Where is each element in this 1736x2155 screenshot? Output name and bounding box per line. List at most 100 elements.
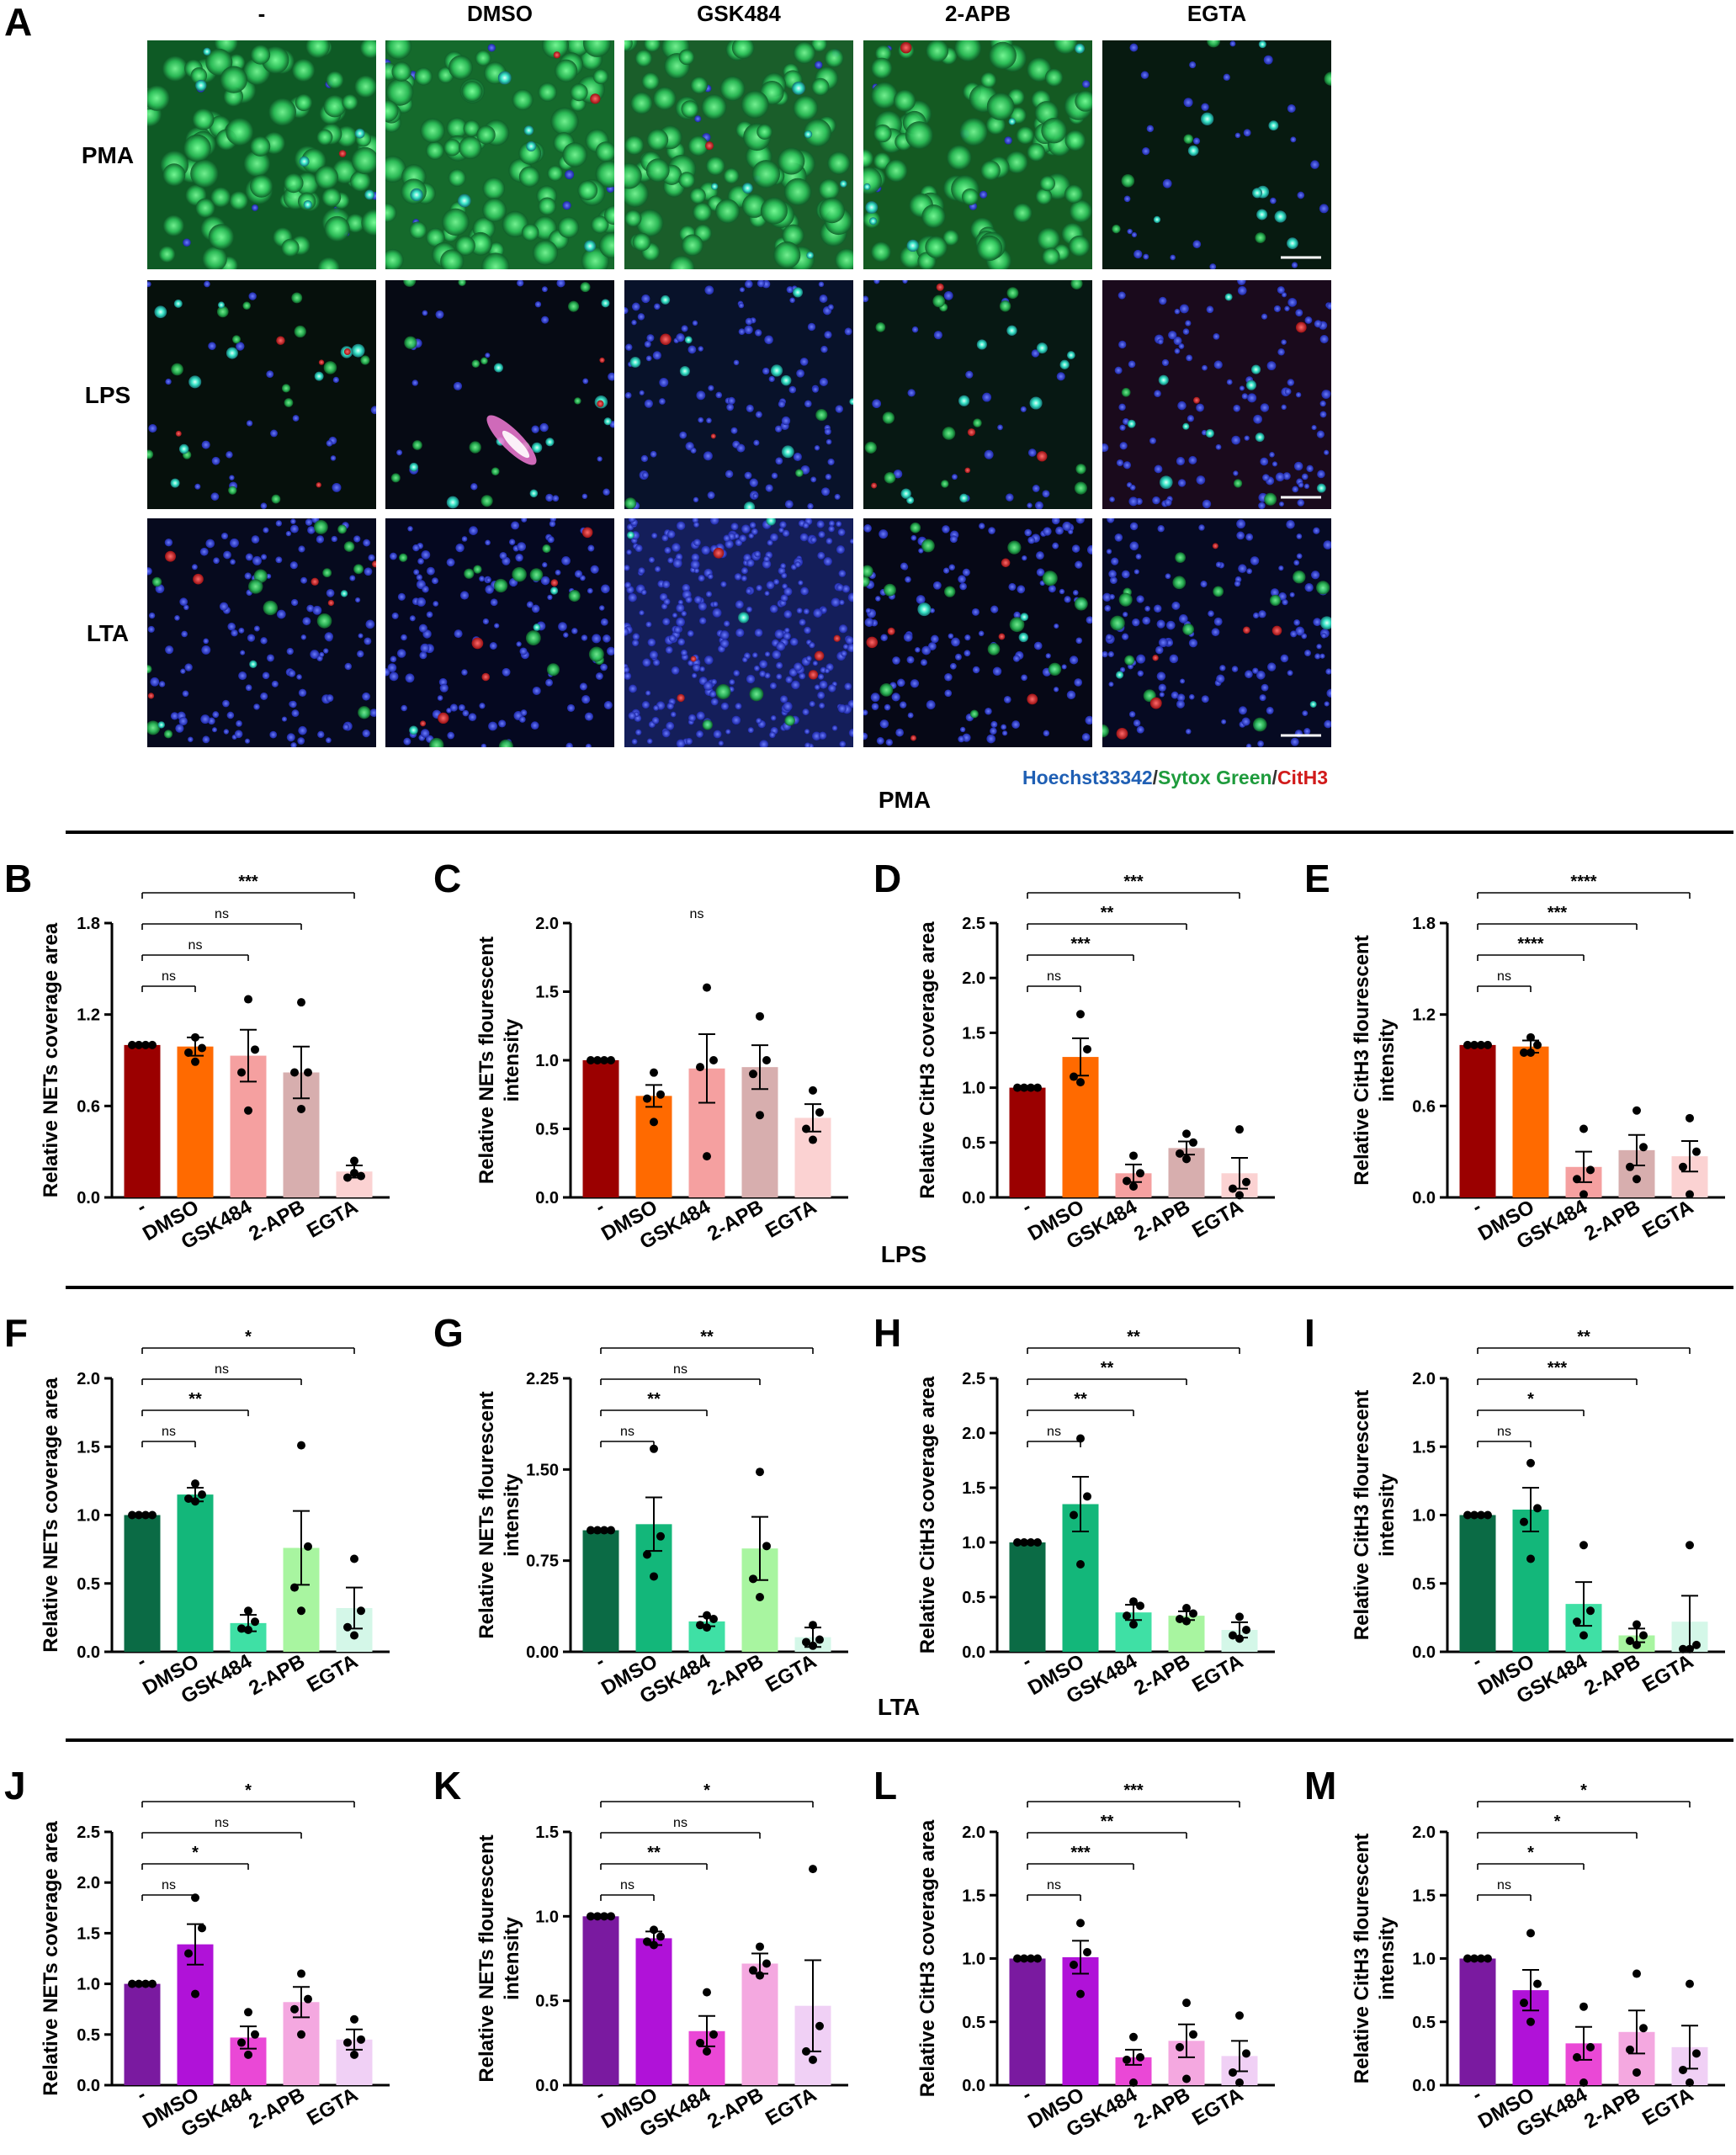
y-axis-label: Relative CitH3 coverage area (916, 921, 939, 1199)
nucleus-green (980, 72, 996, 88)
signal-red (581, 527, 593, 539)
nucleus-blue (211, 456, 220, 465)
nucleus-blue (212, 711, 220, 719)
nucleus-green (461, 81, 483, 102)
data-point (656, 1932, 665, 1941)
nucleus-cyan (170, 478, 180, 488)
nucleus-blue (654, 303, 661, 310)
nucleus-blue (1012, 655, 1021, 662)
nucleus-blue (809, 642, 815, 649)
nucleus-blue (170, 712, 179, 720)
x-tick-label: - (1018, 2083, 1035, 2106)
data-point (148, 1979, 157, 1988)
bar (1009, 1958, 1046, 2085)
data-point (703, 1611, 711, 1620)
nucleus-blue (1277, 348, 1285, 356)
nucleus-blue (1136, 595, 1144, 603)
nucleus-blue (865, 608, 872, 614)
nucleus-blue (951, 637, 960, 647)
nucleus-blue (837, 704, 847, 714)
nucleus-blue (1290, 136, 1297, 143)
y-tick-label: 0.0 (1412, 1189, 1436, 1208)
nucleus-blue (1056, 372, 1065, 381)
y-tick-label: 1.5 (962, 1887, 985, 1905)
nucleus-blue (1004, 136, 1012, 145)
nucleus-green (385, 156, 406, 183)
data-point (350, 1169, 358, 1178)
nucleus-blue (300, 634, 307, 640)
nucleus-blue (526, 601, 534, 608)
nucleus-green (420, 118, 445, 143)
nucleus-blue (1200, 581, 1208, 588)
nucleus-blue (971, 608, 979, 616)
nucleus-green (875, 321, 886, 332)
nucleus-green (980, 160, 1001, 181)
nucleus-green (313, 519, 328, 534)
image-cells (624, 280, 853, 509)
nucleus-blue (1188, 455, 1197, 464)
data-point (1189, 2030, 1197, 2039)
data-point (756, 1468, 764, 1477)
nucleus-blue (709, 690, 717, 698)
y-axis-label: intensity (501, 1917, 523, 2000)
nucleus-green (315, 165, 339, 189)
nucleus-blue (508, 539, 516, 545)
nucleus-green (391, 61, 411, 82)
nucleus-blue (307, 526, 316, 534)
nucleus-blue (1253, 414, 1263, 424)
nucleus-green (162, 215, 184, 236)
nucleus-green (476, 125, 496, 145)
nucleus-green (190, 159, 219, 188)
significance-label: ** (1074, 1390, 1087, 1409)
nucleus-blue (847, 643, 853, 652)
data-point (1639, 2024, 1648, 2033)
nucleus-cyan (529, 489, 539, 498)
nucleus-green (1054, 40, 1078, 55)
data-point (1692, 1640, 1701, 1649)
signal-red (660, 333, 672, 346)
nucleus-blue (1102, 443, 1109, 453)
nucleus-blue (396, 449, 403, 456)
nucleus-blue (1219, 665, 1226, 671)
nucleus-blue (666, 530, 676, 539)
nucleus-blue (814, 445, 820, 451)
y-tick-label: 1.5 (77, 1438, 100, 1457)
nucleus-green (871, 57, 893, 79)
nucleus-blue (1311, 425, 1317, 431)
data-point (1520, 1517, 1528, 1526)
nucleus-blue (781, 572, 788, 579)
nucleus-green (1064, 184, 1084, 204)
nucleus-blue (641, 471, 649, 479)
nucleus-green (192, 108, 215, 130)
data-point (148, 1040, 157, 1049)
nucleus-blue (818, 731, 827, 740)
nucleus-blue (670, 711, 677, 718)
nucleus-blue (642, 658, 651, 667)
nucleus-cyan (917, 602, 932, 617)
signal-red (833, 634, 841, 642)
data-point (128, 1510, 136, 1520)
nucleus-green (295, 93, 313, 112)
nucleus-blue (818, 673, 825, 680)
column-header: 2-APB (945, 1, 1011, 26)
nucleus-blue (262, 671, 270, 680)
nucleus-blue (698, 602, 707, 611)
nucleus-blue (260, 692, 268, 700)
nucleus-green (894, 89, 916, 112)
data-point (709, 1056, 718, 1064)
nucleus-blue (1137, 670, 1144, 677)
nucleus-blue (730, 523, 739, 531)
data-point (1242, 1177, 1250, 1186)
nucleus-blue (1001, 724, 1007, 730)
x-tick-label: 2-APB (1130, 2083, 1194, 2133)
nucleus-blue (312, 605, 322, 615)
nucleus-blue (1281, 339, 1287, 345)
y-tick-label: 2.0 (962, 1823, 985, 1842)
data-point (1070, 1961, 1078, 1970)
nucleus-green (1213, 586, 1224, 597)
nucleus-blue (693, 496, 699, 503)
nucleus-blue (731, 715, 741, 725)
data-point (1136, 1601, 1144, 1611)
